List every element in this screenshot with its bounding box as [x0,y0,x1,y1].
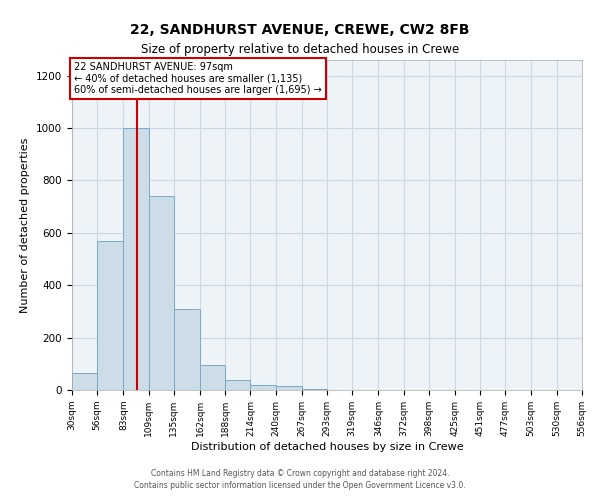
Bar [250,385,275,390]
Bar [302,388,327,390]
Text: 22, SANDHURST AVENUE, CREWE, CW2 8FB: 22, SANDHURST AVENUE, CREWE, CW2 8FB [130,22,470,36]
Y-axis label: Number of detached properties: Number of detached properties [20,138,31,312]
Text: Contains HM Land Registry data © Crown copyright and database right 2024.: Contains HM Land Registry data © Crown c… [151,468,449,477]
Text: Size of property relative to detached houses in Crewe: Size of property relative to detached ho… [141,42,459,56]
Text: 22 SANDHURST AVENUE: 97sqm
← 40% of detached houses are smaller (1,135)
60% of s: 22 SANDHURST AVENUE: 97sqm ← 40% of deta… [74,62,322,95]
X-axis label: Distribution of detached houses by size in Crewe: Distribution of detached houses by size … [191,442,463,452]
Text: Contains public sector information licensed under the Open Government Licence v3: Contains public sector information licen… [134,481,466,490]
Bar [225,380,250,390]
Bar [174,309,200,390]
Bar [97,240,124,390]
Bar [149,196,174,390]
Bar [124,128,149,390]
Bar [200,365,225,390]
Bar [72,373,97,390]
Bar [275,386,302,390]
